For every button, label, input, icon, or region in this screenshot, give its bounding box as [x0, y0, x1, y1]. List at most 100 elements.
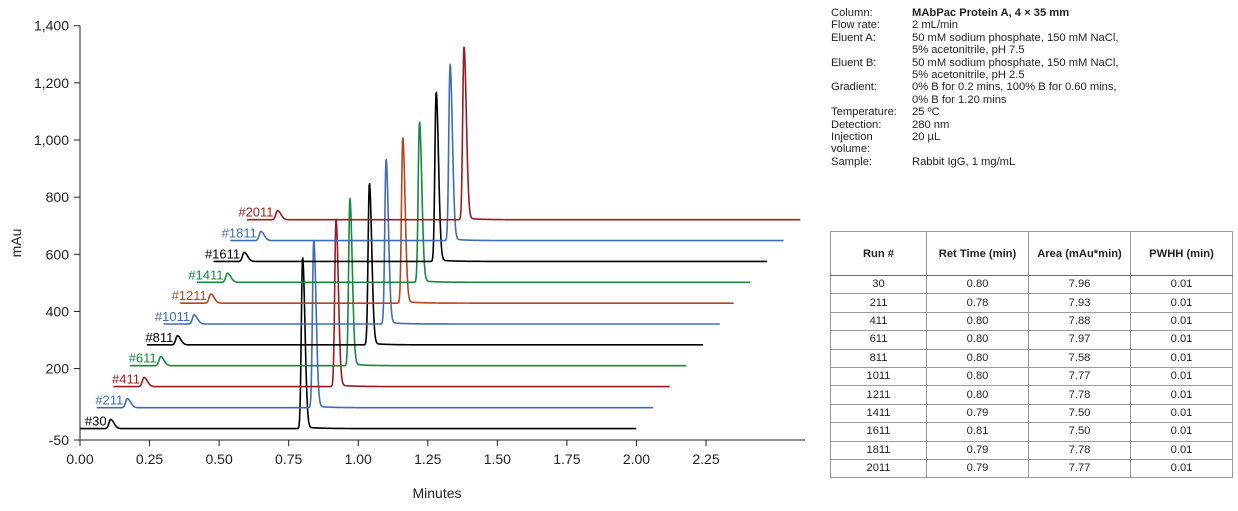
condition-key: Detection: — [831, 118, 882, 131]
condition-row: 5% acetonitrile, pH 2.5 — [831, 69, 1118, 81]
table-row: 1411 0.79 7.50 0.01 — [830, 403, 1233, 424]
column-header: Run # — [830, 231, 927, 276]
condition-key: Temperature: — [831, 106, 897, 119]
trace-line — [163, 158, 721, 325]
table-cell: 7.50 — [1028, 403, 1131, 424]
trace-line — [146, 182, 704, 346]
table-cell: 0.80 — [926, 274, 1029, 295]
table-row: 811 0.80 7.58 0.01 — [830, 348, 1233, 368]
table-cell: 0.79 — [926, 403, 1029, 424]
condition-value: Rabbit IgG, 1 mg/mL — [912, 155, 1016, 168]
y-tick-label: 200 — [46, 361, 70, 377]
table-cell: 7.97 — [1028, 330, 1131, 350]
trace-label: #30 — [85, 414, 107, 429]
trace-line — [229, 63, 785, 242]
chart-axes: -50 200 400 600 800 1,000 1,200 1,400 0.00 0.25 0.… — [34, 18, 805, 467]
condition-key — [831, 69, 912, 81]
trace-label: #1411 — [188, 267, 223, 282]
condition-value: 5% acetonitrile, pH 2.5 — [912, 69, 1025, 82]
table-row: 1211 0.80 7.78 0.01 — [830, 385, 1233, 405]
condition-key — [831, 44, 912, 56]
table-cell: 0.80 — [926, 311, 1029, 332]
table-cell: 1011 — [830, 366, 927, 387]
condition-row: 0% B for 1.20 mins — [831, 94, 1118, 106]
table-cell: 0.79 — [926, 440, 1029, 460]
table-cell: 811 — [830, 348, 927, 368]
table-cell: 0.01 — [1130, 311, 1233, 332]
table-cell: 7.78 — [1028, 440, 1131, 460]
table-cell: 1611 — [830, 422, 927, 442]
y-tick-label: 600 — [46, 246, 70, 262]
condition-value: 2 mL/min — [912, 19, 959, 32]
table-cell: 0.01 — [1130, 330, 1233, 350]
x-tick-label: 0.00 — [66, 451, 93, 467]
table-cell: 0.01 — [1130, 348, 1233, 368]
trace-line — [179, 137, 734, 304]
condition-row: Sample: Rabbit IgG, 1 mg/mL — [831, 156, 1118, 168]
condition-key: Eluent A: — [831, 31, 876, 44]
results-table: Run # Ret Time (min) Area (mAu*min) PWHH (m… — [830, 231, 1233, 479]
table-row: 1811 0.79 7.78 0.01 — [830, 440, 1233, 460]
condition-row: Temperature: 25 ºC — [831, 106, 1118, 118]
x-tick-label: 1.50 — [484, 451, 511, 467]
table-cell: 7.58 — [1028, 348, 1131, 368]
table-cell: 2011 — [830, 458, 927, 479]
table-cell: 0.81 — [926, 422, 1029, 442]
table-cell: 1811 — [830, 440, 927, 460]
table-row: 30 0.80 7.96 0.01 — [830, 274, 1233, 295]
condition-value: 20 µL — [912, 131, 941, 144]
y-axis-label: mAu — [8, 229, 24, 258]
table-cell: 0.01 — [1130, 422, 1233, 442]
table-cell: 0.01 — [1130, 366, 1233, 387]
condition-value: 280 nm — [912, 118, 950, 131]
trace-line — [196, 121, 751, 284]
table-cell: 7.93 — [1028, 293, 1131, 313]
condition-row: Flow rate: 2 mL/min — [831, 19, 1118, 31]
condition-key: Gradient: — [831, 81, 878, 94]
condition-value: 50 mM sodium phosphate, 150 mM NaCl, — [912, 31, 1119, 44]
table-cell: 0.78 — [926, 293, 1029, 313]
table-cell: 0.01 — [1130, 385, 1233, 405]
table-cell: 7.88 — [1028, 311, 1131, 332]
trace-line — [246, 46, 801, 221]
trace-label: #1211 — [172, 288, 207, 303]
trace-line — [129, 197, 687, 367]
condition-value: 0% B for 1.20 mins — [912, 93, 1007, 106]
trace-line — [113, 218, 671, 388]
trace-line — [79, 257, 637, 430]
table-row: 411 0.80 7.88 0.01 — [830, 311, 1233, 332]
chromatography-conditions: Column: MAbPac Protein A, 4 × 35 mm Flow r… — [831, 7, 1118, 168]
table-cell: 0.01 — [1130, 293, 1233, 313]
run-labels: #30 #211 #411 #611 #811 #1011 #1211 #1411 #1611 #… — [85, 205, 274, 429]
trace-label: #411 — [112, 372, 140, 387]
table-cell: 0.01 — [1130, 440, 1233, 460]
table-cell: 411 — [830, 311, 927, 332]
condition-row: Detection: 280 nm — [831, 119, 1118, 131]
table-cell: 0.80 — [926, 330, 1029, 350]
y-tick-label: 400 — [46, 303, 70, 319]
table-cell: 1411 — [830, 403, 927, 424]
condition-key: Sample: — [831, 155, 873, 168]
table-cell: 611 — [830, 330, 927, 350]
table-cell: 211 — [830, 293, 927, 313]
table-cell: 7.77 — [1028, 458, 1131, 479]
table-row: 1611 0.81 7.50 0.01 — [830, 422, 1233, 442]
trace-line — [213, 91, 768, 263]
x-axis-label: Minutes — [412, 485, 461, 501]
trace-label: #211 — [95, 393, 123, 408]
column-header: Ret Time (min) — [926, 231, 1029, 276]
table-cell: 0.01 — [1130, 458, 1233, 479]
trace-label: #1611 — [205, 246, 240, 261]
trace-label: #1011 — [155, 309, 190, 324]
table-cell: 0.01 — [1130, 403, 1233, 424]
y-tick-label: 1,000 — [34, 132, 69, 148]
x-tick-label: 0.50 — [205, 451, 232, 467]
chromatogram-traces — [79, 46, 801, 430]
condition-row: 5% acetonitrile, pH 7.5 — [831, 44, 1118, 56]
table-row: 611 0.80 7.97 0.01 — [830, 330, 1233, 350]
condition-value: MAbPac Protein A, 4 × 35 mm — [912, 7, 1070, 19]
condition-key: Injection volume: — [831, 131, 873, 156]
column-header: PWHH (min) — [1130, 231, 1233, 276]
table-cell: 7.78 — [1028, 385, 1131, 405]
y-tick-label: 800 — [46, 189, 70, 205]
